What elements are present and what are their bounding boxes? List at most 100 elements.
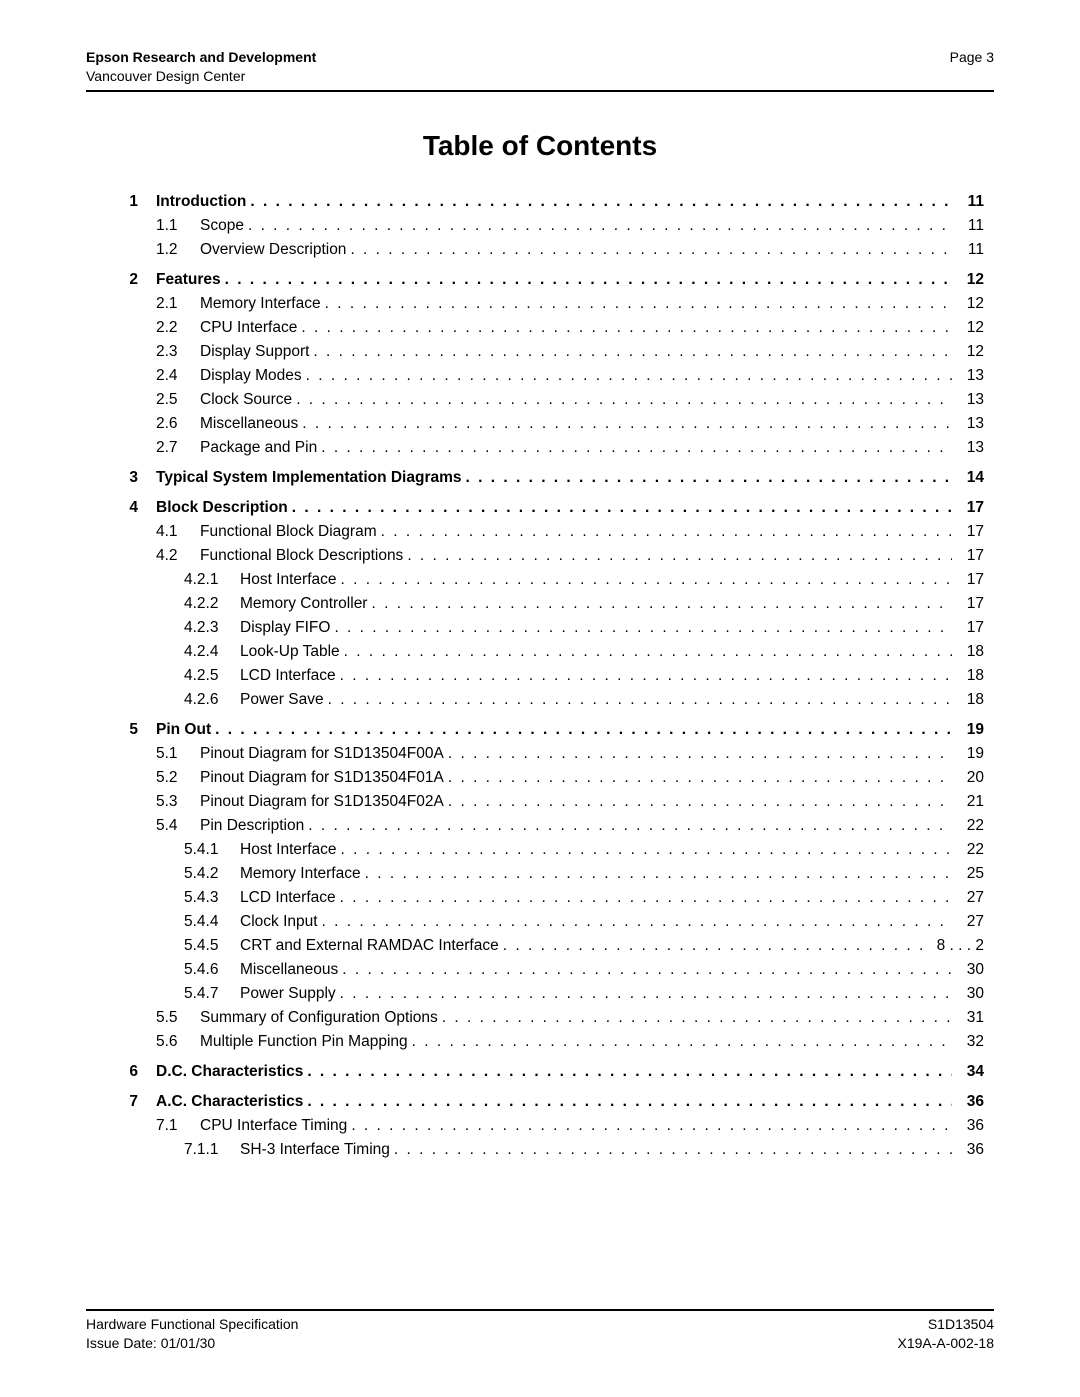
toc-section-label: Overview Description [200, 238, 346, 262]
toc-row: 5.2Pinout Diagram for S1D13504F01A 20 [122, 766, 984, 790]
toc-leader [325, 292, 952, 316]
toc-row: 1.1Scope11 [122, 214, 984, 238]
toc-subsection-label: LCD Interface [240, 664, 336, 688]
toc-page: 12 [956, 316, 984, 340]
footer-right: S1D13504 X19A-A-002-18 [897, 1315, 994, 1353]
toc-chapter-number: 3 [122, 466, 156, 490]
toc-page: 34 [956, 1060, 984, 1084]
toc-section-number: 2.3 [156, 340, 200, 364]
toc-row: 4.2.4Look-Up Table18 [122, 640, 984, 664]
table-of-contents: 1Introduction11 1.1Scope11 1.2Overview D… [122, 190, 984, 1163]
page-footer: Hardware Functional Specification Issue … [86, 1311, 994, 1353]
toc-page: 11 [956, 214, 984, 238]
toc-section-label: Functional Block Diagram [200, 520, 377, 544]
toc-section-number: 2.4 [156, 364, 200, 388]
page: Epson Research and Development Vancouver… [0, 0, 1080, 1397]
toc-page: 11 [956, 238, 984, 262]
toc-leader [365, 862, 952, 886]
toc-leader [215, 718, 952, 742]
toc-page: 19 [956, 718, 984, 742]
toc-row: 1.2Overview Description11 [122, 238, 984, 262]
toc-page: 17 [956, 496, 984, 520]
toc-leader [313, 340, 952, 364]
toc-subsection-label: LCD Interface [240, 886, 336, 910]
toc-leader [328, 688, 952, 712]
toc-row: 5.4Pin Description22 [122, 814, 984, 838]
toc-leader [448, 742, 952, 766]
toc-chapter-number: 4 [122, 496, 156, 520]
toc-page: 22 [956, 838, 984, 862]
toc-row: 5.4.2Memory Interface25 [122, 862, 984, 886]
toc-section-label: Pinout Diagram for S1D13504F02A [200, 790, 444, 814]
toc-subsection-label: Display FIFO [240, 616, 330, 640]
toc-leader [306, 364, 952, 388]
toc-section-label: Functional Block Descriptions [200, 544, 403, 568]
toc-section-number: 5.4 [156, 814, 200, 838]
toc-row: 5.4.7Power Supply30 [122, 982, 984, 1006]
page-title: Table of Contents [86, 130, 994, 162]
toc-section-label: CPU Interface [200, 316, 297, 340]
toc-row: 2.3Display Support12 [122, 340, 984, 364]
toc-row: 4Block Description 17 [122, 496, 984, 520]
footer-part-number: S1D13504 [897, 1315, 994, 1334]
toc-page: 27 [956, 886, 984, 910]
toc-section-label: Display Modes [200, 364, 302, 388]
toc-leader [322, 910, 952, 934]
toc-section-number: 5.2 [156, 766, 200, 790]
toc-page: 11 [956, 190, 984, 214]
toc-section-label: Scope [200, 214, 244, 238]
toc-chapter-label: Pin Out [156, 718, 211, 742]
toc-subsection-label: Memory Interface [240, 862, 361, 886]
toc-chapter-label: Features [156, 268, 221, 292]
toc-leader [466, 466, 952, 490]
toc-row: 5.4.3LCD Interface27 [122, 886, 984, 910]
toc-section-label: Summary of Configuration Options [200, 1006, 438, 1030]
toc-row: 5.6Multiple Function Pin Mapping32 [122, 1030, 984, 1054]
toc-section-number: 2.6 [156, 412, 200, 436]
toc-row: 2.1Memory Interface12 [122, 292, 984, 316]
header-org: Epson Research and Development [86, 48, 316, 67]
header-subtitle: Vancouver Design Center [86, 67, 316, 86]
toc-section-label: Pin Description [200, 814, 304, 838]
toc-subsection-number: 4.2.4 [184, 640, 240, 664]
toc-section-label: Package and Pin [200, 436, 317, 460]
toc-section-label: CPU Interface Timing [200, 1114, 347, 1138]
toc-chapter-label: Block Description [156, 496, 288, 520]
toc-row: 1Introduction11 [122, 190, 984, 214]
toc-leader [248, 214, 952, 238]
toc-page: 8 . . . 2 [937, 934, 984, 958]
toc-chapter-number: 2 [122, 268, 156, 292]
toc-subsection-label: Host Interface [240, 568, 337, 592]
toc-leader [448, 766, 952, 790]
toc-subsection-label: Memory Controller [240, 592, 367, 616]
toc-page: 20 [956, 766, 984, 790]
toc-leader [302, 412, 952, 436]
footer-doc-number: X19A-A-002-18 [897, 1334, 994, 1353]
toc-page: 12 [956, 340, 984, 364]
toc-page: 13 [956, 412, 984, 436]
toc-leader [225, 268, 952, 292]
toc-section-label: Pinout Diagram for S1D13504F01A [200, 766, 444, 790]
toc-row: 4.2.5LCD Interface18 [122, 664, 984, 688]
toc-section-number: 4.1 [156, 520, 200, 544]
toc-subsection-number: 5.4.5 [184, 934, 240, 958]
toc-subsection-label: Look-Up Table [240, 640, 340, 664]
toc-row: 3Typical System Implementation Diagrams1… [122, 466, 984, 490]
toc-chapter-number: 5 [122, 718, 156, 742]
toc-page: 13 [956, 388, 984, 412]
toc-subsection-number: 5.4.6 [184, 958, 240, 982]
toc-row: 4.2.1Host Interface17 [122, 568, 984, 592]
toc-row: 2.7Package and Pin13 [122, 436, 984, 460]
toc-subsection-label: SH-3 Interface Timing [240, 1138, 390, 1162]
toc-subsection-label: Miscellaneous [240, 958, 338, 982]
toc-section-number: 5.1 [156, 742, 200, 766]
toc-leader [341, 568, 953, 592]
toc-row: 5.4.1Host Interface22 [122, 838, 984, 862]
footer-issue-date: Issue Date: 01/01/30 [86, 1334, 298, 1353]
toc-page: 27 [956, 910, 984, 934]
toc-leader [394, 1138, 952, 1162]
toc-page: 30 [956, 958, 984, 982]
toc-section-label: Pinout Diagram for S1D13504F00A [200, 742, 444, 766]
toc-section-number: 2.2 [156, 316, 200, 340]
toc-page: 13 [956, 364, 984, 388]
